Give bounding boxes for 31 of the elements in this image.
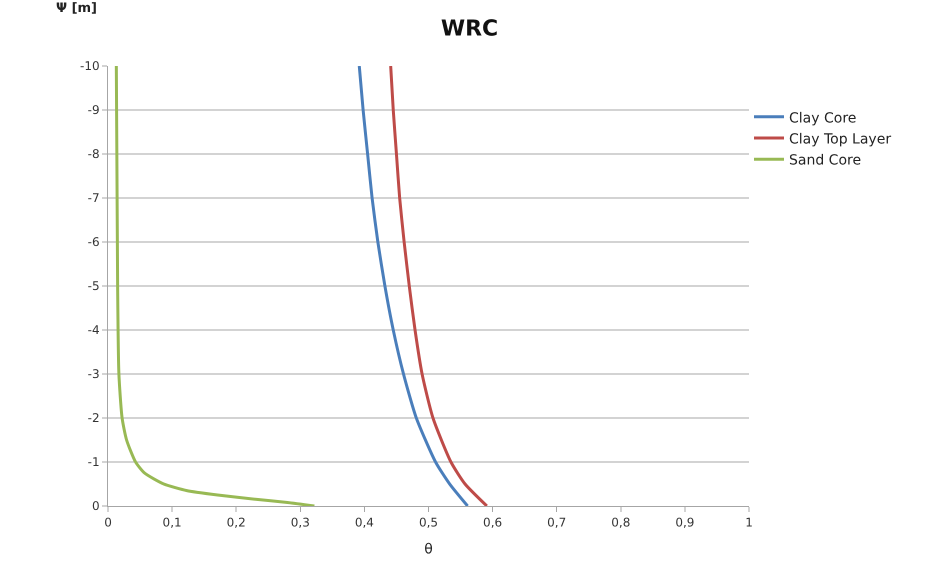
y-tick-label: -1 (88, 455, 100, 470)
y-tick-label: -9 (88, 103, 100, 118)
line-series (358, 66, 470, 506)
x-tick-label: 0,9 (675, 515, 694, 530)
x-tick-label: 0,8 (611, 515, 630, 530)
x-tick-label: 1 (745, 515, 753, 530)
y-tick-label: -6 (88, 235, 100, 250)
legend-label: Clay Top Layer (789, 131, 892, 148)
chart-title: WRC (440, 16, 498, 42)
y-tick-label: -3 (88, 367, 100, 382)
y-tick-label: -2 (88, 411, 100, 426)
x-tick-label: 0,1 (162, 515, 182, 530)
x-tick-label: 0,6 (483, 515, 502, 530)
legend-label: Sand Core (789, 152, 862, 169)
x-tick-label: 0,2 (226, 515, 246, 530)
y-tick-label: -5 (88, 279, 100, 294)
y-tick-label: 0 (92, 499, 100, 514)
x-tick-label: 0,5 (418, 515, 438, 530)
x-tick-label: 0,4 (354, 515, 374, 530)
x-axis-title: θ (424, 542, 433, 558)
x-tick-label: 0 (104, 515, 112, 530)
y-tick-label: -10 (80, 59, 100, 74)
y-tick-label: -7 (88, 191, 100, 206)
x-tick-label: 0,3 (290, 515, 310, 530)
y-tick-label: -4 (88, 323, 100, 338)
y-axis-title: Ψ [m] (56, 1, 97, 16)
y-tick-label: -8 (88, 147, 100, 162)
x-tick-label: 0,7 (547, 515, 566, 530)
line-series (114, 66, 316, 506)
legend-label: Clay Core (789, 110, 856, 126)
line-series (389, 66, 488, 506)
